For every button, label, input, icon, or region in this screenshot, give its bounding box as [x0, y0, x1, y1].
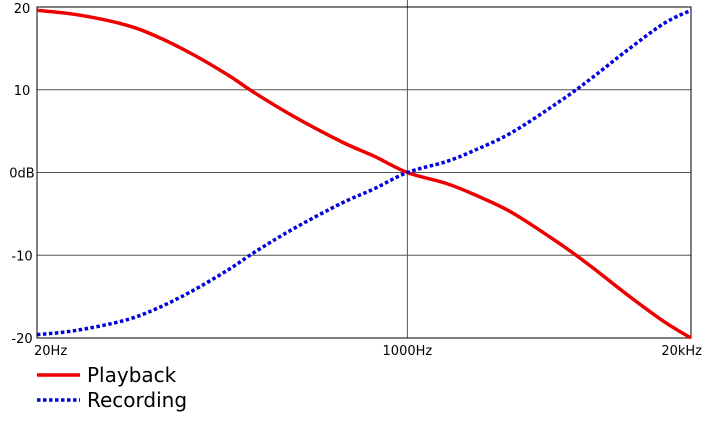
x-tick-labels: 20Hz 1000Hz 20kHz [34, 344, 702, 359]
y-tick-label: 20 [14, 2, 31, 17]
y-tick-label: 0dB [9, 167, 34, 182]
x-tick-label: 20kHz [661, 344, 702, 359]
y-tick-labels: 20 10 0dB -10 -20 [9, 2, 34, 347]
series-lines [36, 8, 692, 340]
plot-frame [36, 6, 692, 339]
y-tick-label: -20 [11, 332, 32, 347]
axes [36, 6, 692, 339]
x-tick-label: 20Hz [34, 344, 67, 359]
x-tick-label: 1000Hz [383, 344, 433, 359]
series-line-playback [36, 8, 692, 340]
y-tick-label: 10 [14, 84, 31, 99]
y-tick-label: -10 [11, 249, 32, 264]
grid [37, 0, 691, 338]
legend-label-recording: Recording [87, 388, 187, 412]
series-line-recording [36, 8, 692, 337]
legend-label-playback: Playback [87, 363, 177, 387]
